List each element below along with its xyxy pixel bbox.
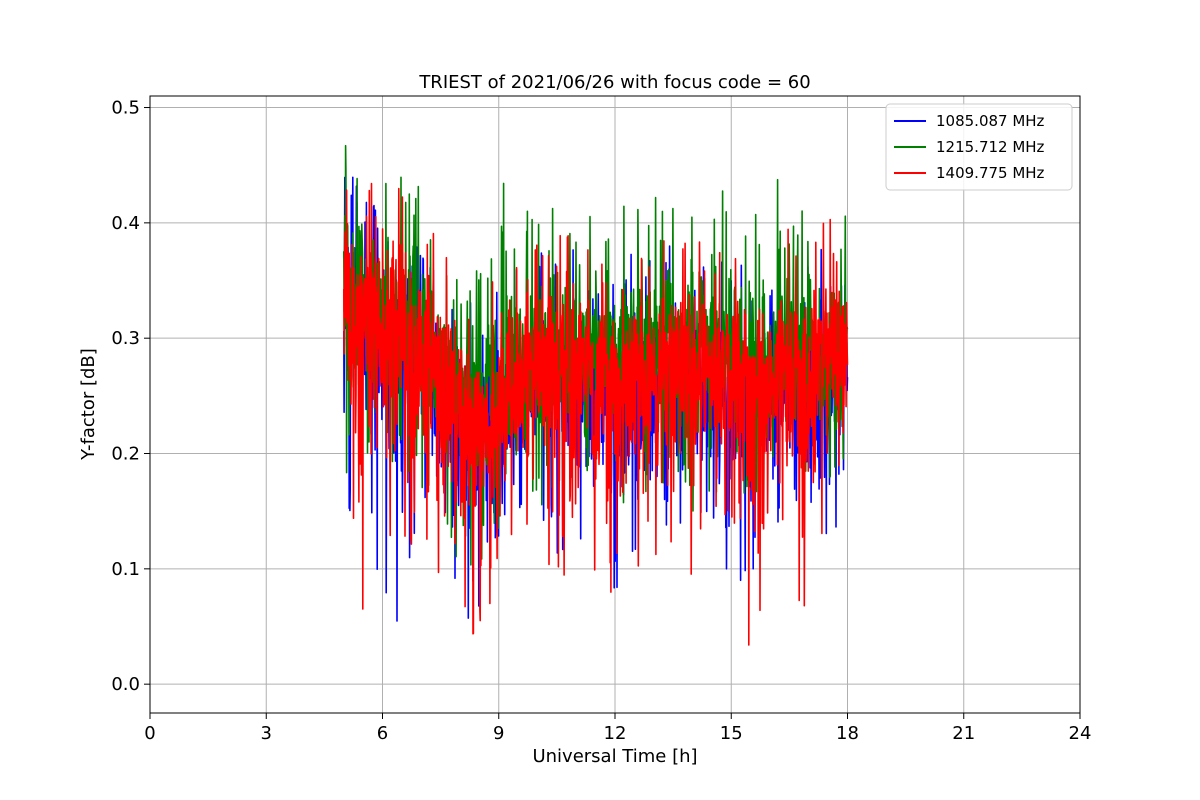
x-tick-label: 18 <box>836 723 859 744</box>
x-tick-label: 15 <box>720 723 743 744</box>
y-tick-label: 0.2 <box>111 444 140 465</box>
y-tick-label: 0.4 <box>111 213 140 234</box>
y-tick-label: 0.0 <box>111 674 140 695</box>
x-tick-label: 3 <box>261 723 272 744</box>
legend-label: 1409.775 MHz <box>936 164 1045 182</box>
chart-title: TRIEST of 2021/06/26 with focus code = 6… <box>418 72 810 93</box>
series-line-2 <box>343 182 849 646</box>
legend-box <box>885 103 1073 191</box>
y-tick-label: 0.1 <box>111 559 140 580</box>
legend-label: 1085.087 MHz <box>936 112 1045 130</box>
x-axis-label: Universal Time [h] <box>532 746 697 767</box>
x-tick-label: 9 <box>493 723 504 744</box>
y-axis: 0.0 0.1 0.2 0.3 0.4 0.5 <box>111 98 150 695</box>
x-tick-label: 6 <box>377 723 388 744</box>
legend-label: 1215.712 MHz <box>936 138 1045 156</box>
legend: 1085.087 MHz 1215.712 MHz 1409.775 MHz <box>885 103 1073 191</box>
y-axis-label: Y-factor [dB] <box>78 348 99 461</box>
x-tick-label: 12 <box>604 723 627 744</box>
y-tick-label: 0.3 <box>111 328 140 349</box>
y-tick-label: 0.5 <box>111 98 140 119</box>
x-tick-label: 0 <box>144 723 155 744</box>
x-tick-label: 24 <box>1069 723 1092 744</box>
x-axis: 0 3 6 9 12 15 18 21 24 <box>144 713 1091 744</box>
series-layer <box>343 144 849 646</box>
x-tick-label: 21 <box>952 723 975 744</box>
